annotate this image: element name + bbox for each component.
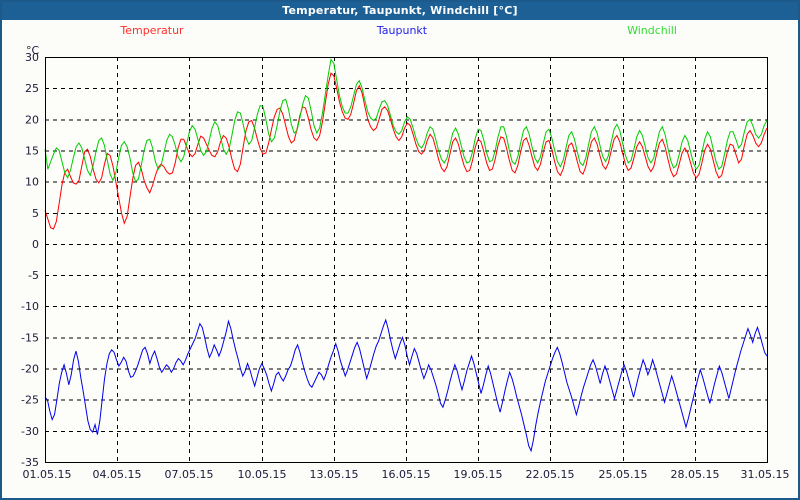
chart-legend: Temperatur Taupunkt Windchill — [2, 21, 798, 41]
x-tick-label: 01.05.15 — [23, 468, 72, 481]
legend-item-windchill: Windchill — [627, 24, 677, 37]
plot-frame — [45, 57, 768, 463]
y-tick-label: 30 — [25, 51, 39, 64]
y-tick-label: -25 — [21, 394, 39, 407]
y-tick-label: 20 — [25, 113, 39, 126]
y-tick-label: -20 — [21, 363, 39, 376]
y-tick-label: -10 — [21, 300, 39, 313]
y-tick-label: -35 — [21, 456, 39, 469]
x-tick-label: 13.05.15 — [310, 468, 359, 481]
x-tick-label: 19.05.15 — [454, 468, 503, 481]
y-tick-labels: 30 25 20 15 10 5 0 -5 -10 -15 -20 -25 -30 -35 — [21, 51, 39, 469]
x-tick-label: 25.05.15 — [599, 468, 648, 481]
y-tick-label: -30 — [21, 425, 39, 438]
x-tick-label: 10.05.15 — [238, 468, 287, 481]
x-tick-label: 16.05.15 — [382, 468, 431, 481]
y-axis-unit-label: °C — [26, 44, 40, 57]
series-line-temperatur — [44, 72, 768, 230]
series-line-windchill — [44, 58, 768, 183]
x-tick-label: 28.05.15 — [671, 468, 720, 481]
y-tick-label: -15 — [21, 331, 39, 344]
x-tick-label: 04.05.15 — [93, 468, 142, 481]
y-tick-label: -5 — [28, 269, 39, 282]
y-tick-label: 0 — [32, 238, 39, 251]
x-tick-label: 31.05.15 — [741, 468, 790, 481]
y-tick-label: 15 — [25, 144, 39, 157]
plot-border — [45, 57, 768, 463]
legend-item-temperatur: Temperatur — [120, 24, 184, 37]
series-lines — [44, 58, 768, 453]
legend-item-taupunkt: Taupunkt — [376, 24, 428, 37]
series-line-taupunkt — [44, 318, 768, 453]
y-tick-label: 5 — [32, 207, 39, 220]
page-title: Temperatur, Taupunkt, Windchill [°C] — [282, 4, 518, 17]
y-tick-label: 10 — [25, 176, 39, 189]
window-title-bar: Temperatur, Taupunkt, Windchill [°C] — [2, 2, 798, 20]
x-tick-label: 07.05.15 — [165, 468, 214, 481]
y-tick-label: 25 — [25, 82, 39, 95]
x-tick-labels: 01.05.15 04.05.15 07.05.15 10.05.15 13.05.15… — [23, 468, 790, 481]
x-tick-label: 22.05.15 — [526, 468, 575, 481]
